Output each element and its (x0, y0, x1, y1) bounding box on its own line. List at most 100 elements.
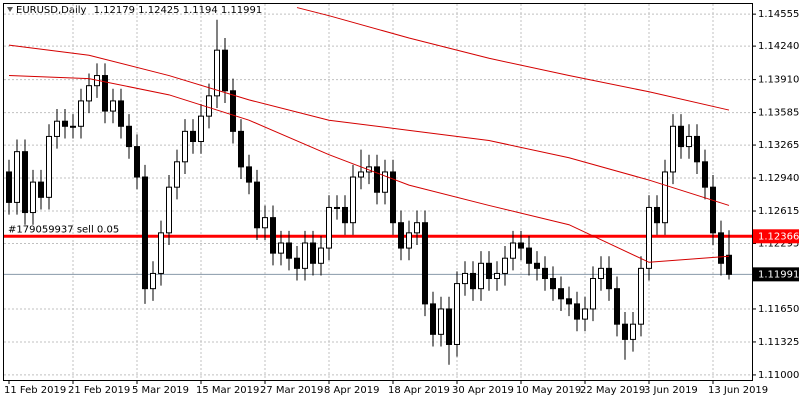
candle-body (550, 278, 556, 290)
candle-body (526, 247, 532, 264)
candle-body (398, 222, 404, 249)
candle-body (166, 186, 172, 234)
y-tick-label: 1.12940 (758, 173, 799, 184)
candle-body (718, 232, 724, 264)
candle-body (582, 308, 588, 320)
candle-body (510, 242, 516, 259)
candle-body (270, 217, 276, 254)
candle-body (710, 186, 716, 234)
candle-body (542, 267, 548, 280)
order-label: #179059937 sell 0.05 (8, 224, 119, 235)
candle-body (6, 171, 12, 203)
candle-body (534, 262, 540, 269)
candle-body (598, 267, 604, 280)
x-tick-label: 18 Apr 2019 (388, 385, 450, 396)
candle-body (662, 171, 668, 224)
y-tick-label: 1.11325 (758, 337, 799, 348)
title-icon (7, 7, 13, 12)
candle-body (62, 120, 68, 127)
candle-body (678, 125, 684, 148)
candle-body (558, 288, 564, 300)
candle-body (102, 75, 108, 112)
order-price-box (753, 229, 799, 244)
candle-body (638, 267, 644, 325)
candle-body (494, 272, 500, 280)
last-open: 1.12179 (94, 5, 135, 16)
candle-body (574, 303, 580, 320)
x-tick-label: 13 Jun 2019 (708, 385, 768, 396)
symbol: EURUSD,Daily (16, 5, 87, 16)
candle-body (134, 146, 140, 178)
candle-body (670, 125, 676, 173)
candle-body (286, 242, 292, 259)
y-tick-label: 1.14240 (758, 41, 799, 52)
moving-average (8, 44, 730, 206)
y-tick-label: 1.12295 (758, 239, 799, 250)
x-tick-label: 11 Feb 2019 (4, 385, 66, 396)
candle-body (390, 171, 396, 224)
candle-body (310, 242, 316, 264)
candle-body (246, 166, 252, 183)
candle-body (294, 257, 300, 269)
moving-average (8, 75, 730, 263)
candle-body (654, 206, 660, 224)
candle-body (630, 323, 636, 340)
candle-body (14, 151, 20, 203)
candle-body (22, 151, 28, 214)
candle-body (686, 135, 692, 148)
candle-body (254, 181, 260, 229)
candle-body (430, 303, 436, 335)
x-tick-label: 30 Apr 2019 (452, 385, 514, 396)
candle-body (70, 125, 76, 128)
candle-body (406, 232, 412, 249)
candle-body (158, 232, 164, 274)
candle-body (502, 257, 508, 274)
last-low: 1.1194 (183, 5, 218, 16)
candle-body (462, 272, 468, 285)
x-tick-label: 15 Mar 2019 (196, 385, 259, 396)
candle-body (38, 181, 44, 198)
y-tick-label: 1.13585 (758, 108, 799, 119)
candle-body (382, 171, 388, 193)
candle-body (30, 181, 36, 214)
candle-body (454, 283, 460, 345)
y-tick-label: 1.13910 (758, 75, 799, 86)
candle-body (438, 308, 444, 335)
moving-average (296, 7, 730, 111)
candle-body (222, 49, 228, 92)
candle-body (278, 242, 284, 254)
candle-body (142, 176, 148, 290)
candle-body (214, 49, 220, 97)
candle-body (54, 120, 60, 137)
y-tick-label: 1.11000 (758, 370, 799, 381)
candle-body (590, 278, 596, 310)
y-tick-label: 1.14555 (758, 9, 799, 20)
x-tick-label: 3 Jun 2019 (644, 385, 698, 396)
candle-body (302, 242, 308, 269)
last-close: 1.11991 (221, 5, 262, 16)
candle-body (78, 100, 84, 127)
y-tick-label: 1.12615 (758, 206, 799, 217)
candle-body (518, 242, 524, 249)
candle-body (174, 161, 180, 188)
candle-body (646, 206, 652, 269)
candle-body (702, 161, 708, 188)
candle-body (150, 272, 156, 290)
candle-body (262, 217, 268, 229)
candle-body (486, 262, 492, 280)
candle-body (622, 323, 628, 340)
order-price-label: 1.12366 (758, 231, 799, 242)
candle-body (414, 222, 420, 234)
candle-body (342, 206, 348, 224)
x-tick-label: 27 Mar 2019 (260, 385, 323, 396)
bid-price-box (753, 267, 799, 282)
candle-body (230, 90, 236, 132)
x-tick-label: 22 May 2019 (580, 385, 645, 396)
candle-body (190, 130, 196, 143)
candle-body (118, 100, 124, 127)
candle-body (326, 206, 332, 249)
last-high: 1.12425 (138, 5, 179, 16)
candle-body (198, 115, 204, 143)
candle-body (318, 247, 324, 264)
